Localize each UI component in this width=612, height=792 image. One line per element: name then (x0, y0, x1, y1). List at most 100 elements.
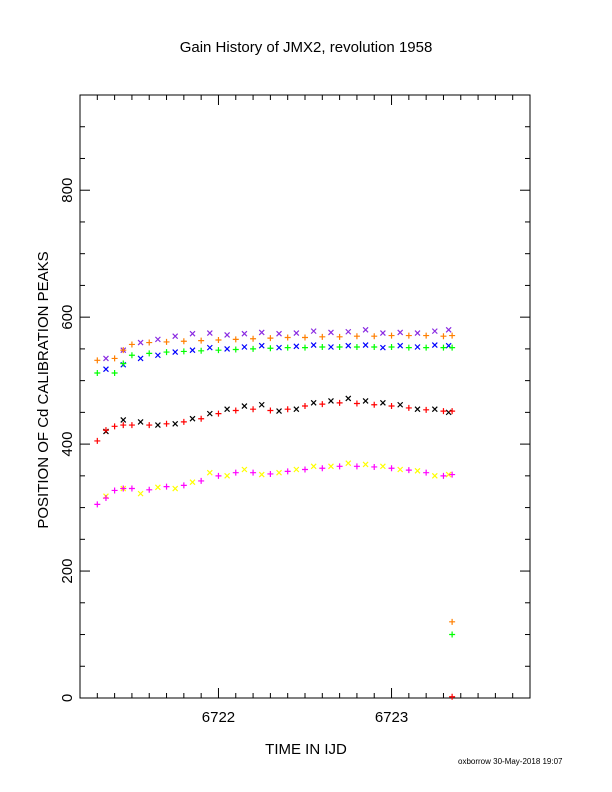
data-point (180, 338, 187, 345)
data-point (94, 437, 101, 444)
data-point (189, 330, 196, 337)
data-point (284, 468, 291, 475)
data-point (371, 343, 378, 350)
data-point (293, 343, 300, 350)
data-point (293, 330, 300, 336)
data-point (336, 463, 343, 470)
data-point (198, 415, 205, 422)
data-point (250, 335, 257, 342)
data-point (310, 463, 317, 470)
data-point (345, 342, 352, 349)
data-point (163, 338, 170, 345)
data-point (414, 467, 421, 474)
data-point (449, 693, 456, 700)
data-point (353, 400, 360, 407)
data-point (362, 461, 369, 468)
data-point (146, 486, 153, 493)
data-point (379, 463, 386, 470)
data-point (276, 330, 282, 337)
data-point (250, 345, 257, 352)
data-point (423, 469, 430, 476)
data-point (146, 339, 153, 346)
data-point (405, 404, 412, 411)
data-point (172, 420, 179, 427)
series-9 (449, 631, 456, 638)
data-point (258, 471, 265, 478)
data-point (154, 336, 161, 343)
data-point (258, 401, 265, 408)
data-point (128, 341, 135, 348)
y-tick-label: 600 (59, 305, 76, 330)
data-point (293, 406, 300, 413)
series-7 (94, 463, 456, 508)
data-point (293, 466, 300, 473)
data-point (449, 618, 456, 625)
data-point (154, 484, 161, 491)
plot-frame (79, 94, 531, 699)
data-point (232, 407, 239, 414)
data-point (345, 395, 352, 402)
data-point (94, 501, 101, 508)
data-point (362, 326, 369, 333)
data-point (276, 408, 282, 415)
data-point (397, 329, 404, 336)
data-point (414, 406, 421, 413)
data-point (388, 403, 395, 410)
data-point (431, 328, 438, 335)
data-point (224, 345, 231, 352)
data-point (250, 469, 257, 476)
series-1 (103, 342, 452, 373)
data-point (431, 472, 438, 479)
data-point (379, 399, 386, 406)
data-point (111, 487, 118, 494)
data-point (172, 349, 179, 355)
data-point (379, 330, 386, 336)
data-point (241, 466, 248, 473)
data-point (224, 332, 231, 338)
data-point (120, 422, 127, 429)
data-point (120, 485, 127, 492)
data-point (440, 333, 447, 340)
data-point (423, 406, 430, 413)
data-point (328, 463, 334, 470)
data-point (353, 343, 360, 350)
series-2 (94, 332, 456, 364)
x-tick-label: 6723 (375, 709, 408, 726)
data-point (449, 471, 456, 478)
data-point (397, 342, 404, 349)
data-point (405, 332, 412, 339)
data-point (449, 344, 456, 351)
data-point (180, 418, 187, 425)
data-point (310, 328, 317, 335)
data-point (336, 333, 343, 340)
data-point (440, 344, 447, 351)
data-point (111, 370, 118, 377)
data-point (353, 463, 360, 470)
data-point (405, 467, 412, 474)
data-point (302, 466, 308, 473)
chart-title: Gain History of JMX2, revolution 1958 (180, 39, 433, 56)
data-point (336, 343, 343, 350)
y-tick-label: 200 (59, 559, 76, 584)
data-point (103, 366, 109, 373)
data-point (172, 485, 179, 492)
y-axis-label: POSITION OF Cd CALIBRATION PEAKS (35, 251, 52, 528)
data-point (250, 406, 257, 413)
data-point (232, 336, 239, 343)
data-point (328, 344, 334, 350)
data-point (302, 403, 308, 410)
data-point (180, 348, 187, 355)
data-point (284, 344, 291, 351)
series-3 (94, 343, 456, 377)
data-point (284, 406, 291, 413)
data-point (319, 465, 326, 472)
data-point (414, 330, 421, 336)
series-10 (449, 693, 456, 700)
series-6 (103, 460, 452, 500)
data-point (328, 398, 334, 404)
data-point (423, 344, 430, 351)
data-point (189, 415, 196, 422)
y-tick-label: 0 (59, 694, 76, 702)
data-point (146, 350, 153, 357)
